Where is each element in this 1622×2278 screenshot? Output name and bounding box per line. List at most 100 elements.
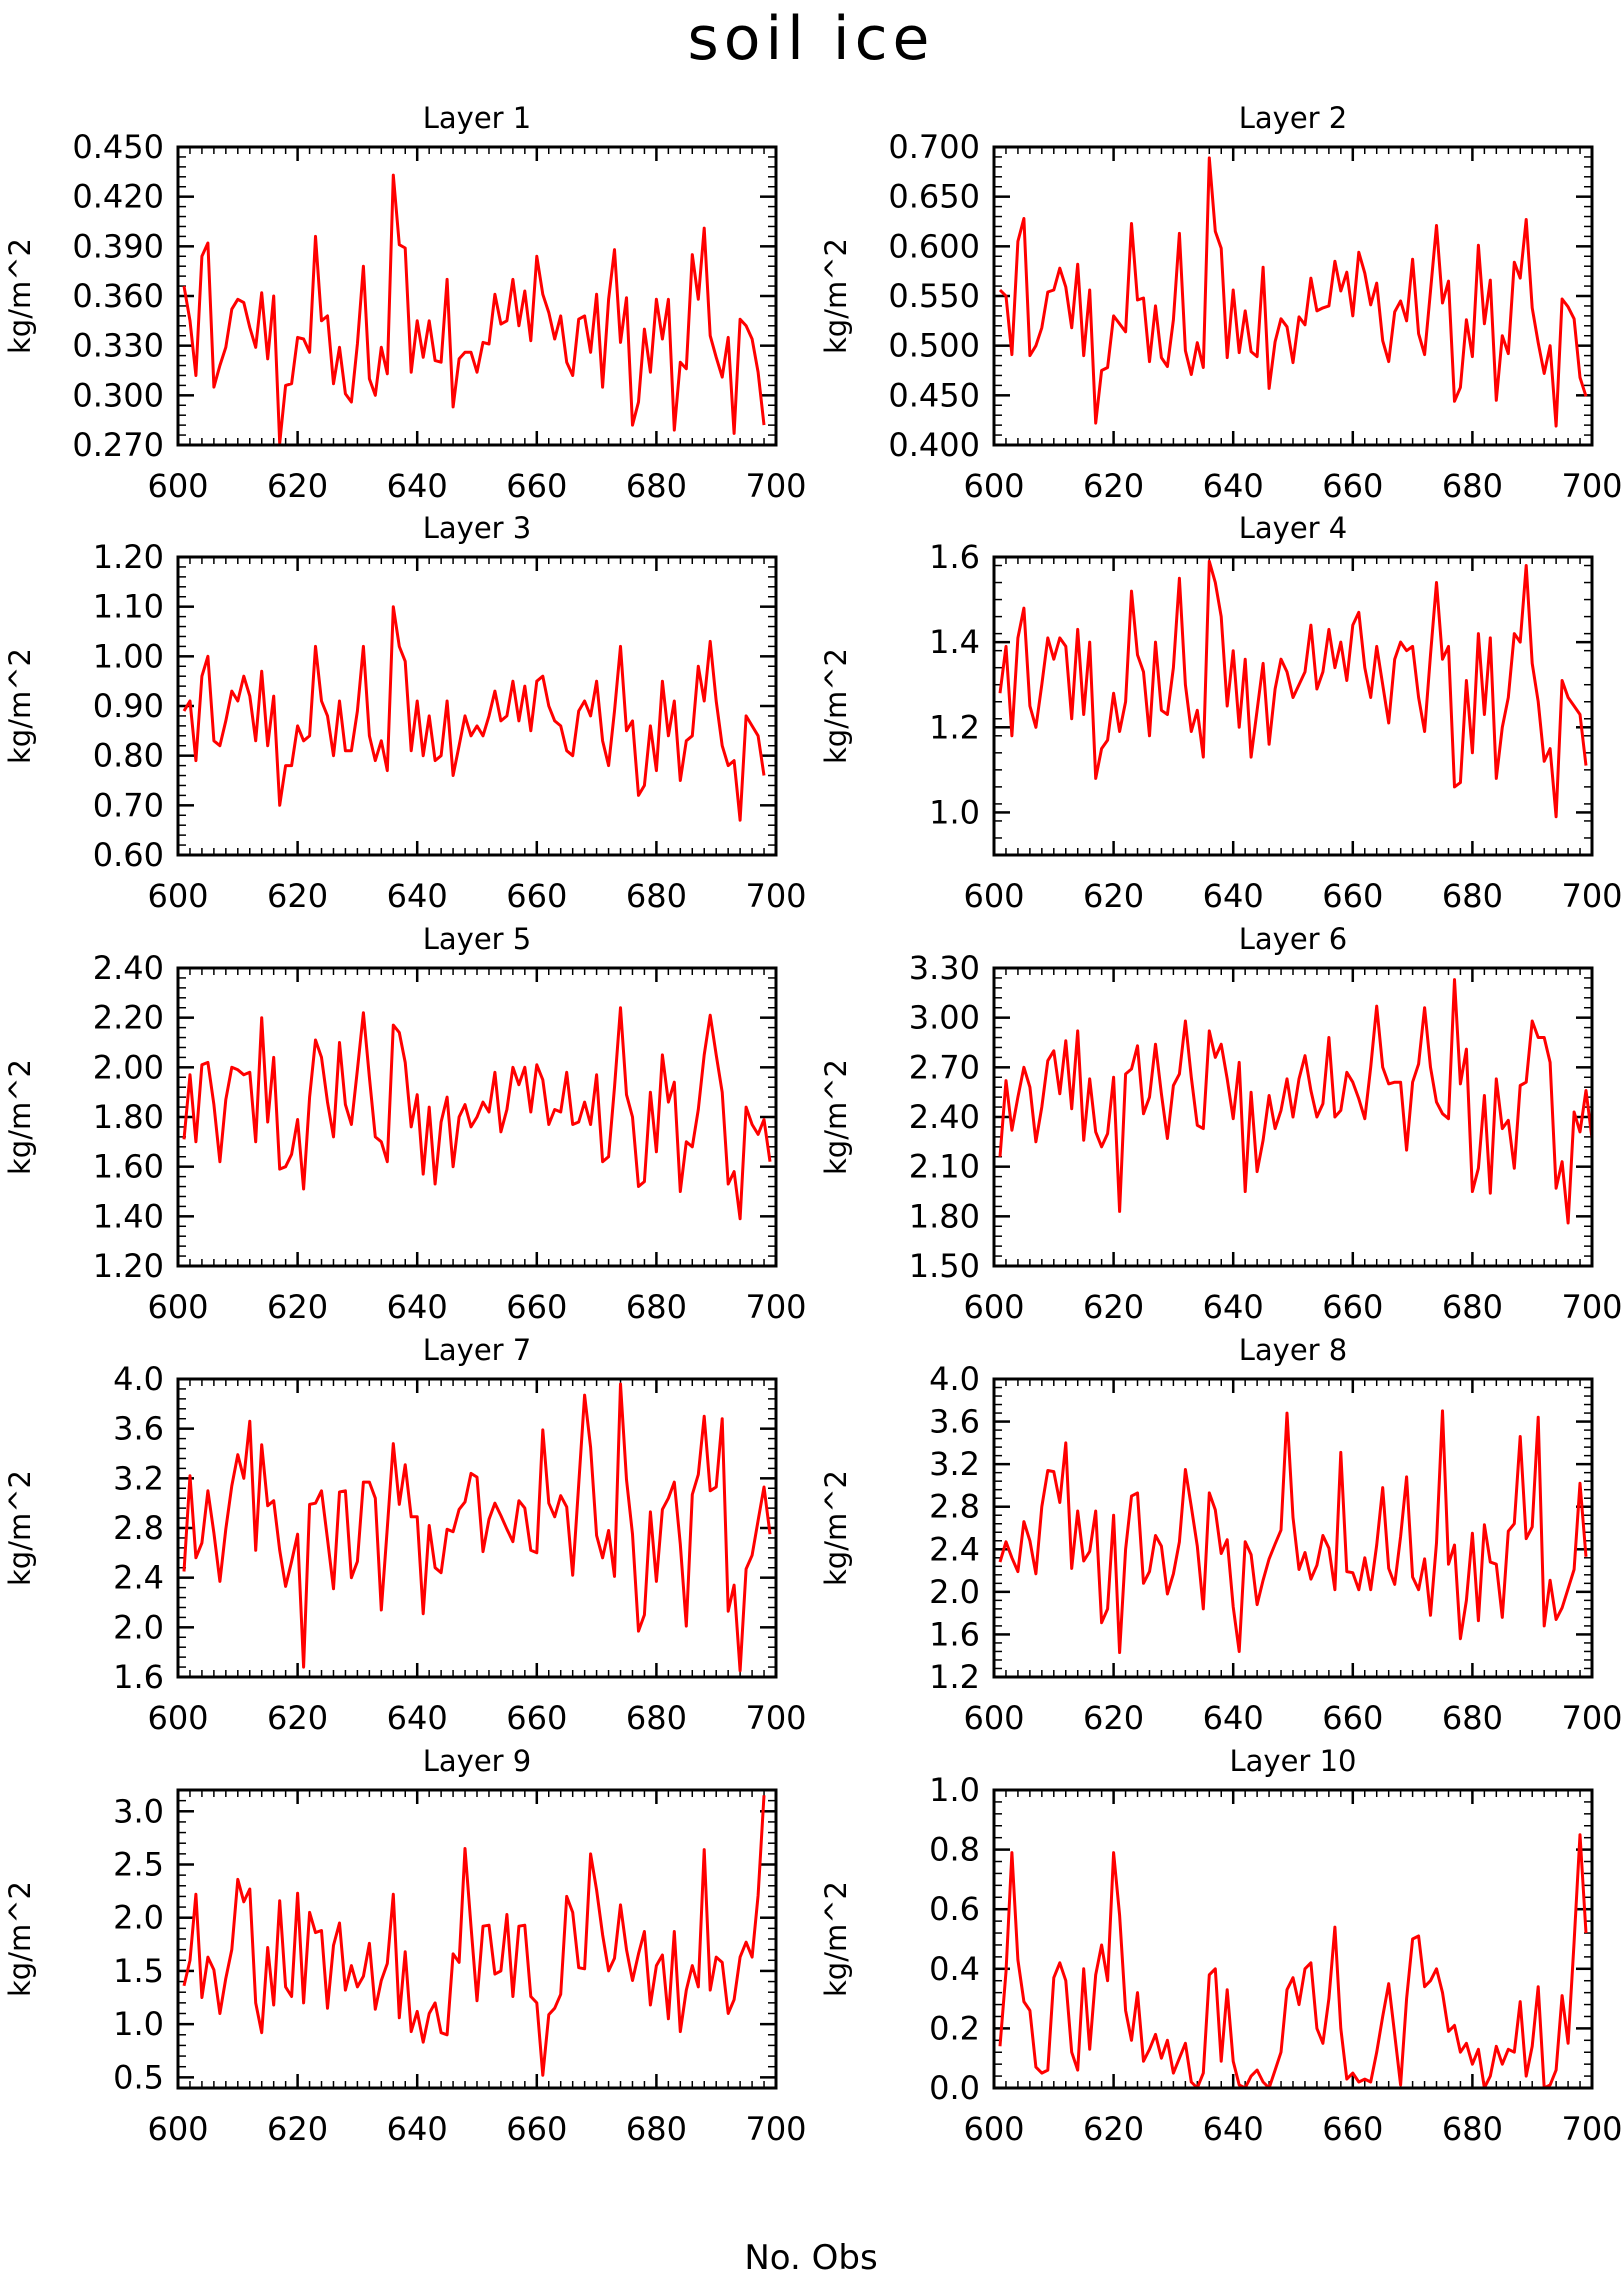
y-tick-label: 2.10: [909, 1148, 980, 1186]
y-tick-label: 1.4: [929, 623, 980, 661]
x-tick-label: 640: [1203, 467, 1264, 505]
y-tick-label: 0.8: [929, 1831, 980, 1869]
x-tick-label: 700: [1561, 877, 1622, 915]
x-tick-label: 640: [387, 2110, 448, 2148]
y-tick-label: 0.2: [929, 2009, 980, 2047]
y-tick-label: 1.80: [93, 1098, 164, 1136]
x-tick-label: 660: [1322, 877, 1383, 915]
y-tick-label: 3.2: [113, 1459, 164, 1497]
y-tick-label: 0.6: [929, 1890, 980, 1928]
panel-title: Layer 10: [1230, 1744, 1357, 1778]
y-tick-label: 1.0: [929, 1771, 980, 1809]
chart-panel-layer-6: Layer 6 kg/m^2 600 620 640 660 680 700 1.50 1.80 2…: [819, 922, 1622, 1326]
y-tick-label: 0.450: [888, 376, 980, 414]
y-tick-label: 2.8: [113, 1509, 164, 1547]
x-tick-label: 620: [1083, 467, 1144, 505]
plot-frame: [176, 1788, 778, 2090]
series-line: [182, 1006, 772, 1221]
x-tick-label: 700: [745, 1288, 806, 1326]
y-axis-label: kg/m^2: [3, 648, 37, 764]
y-tick-label: 1.50: [909, 1247, 980, 1285]
y-tick-label: 2.0: [113, 1608, 164, 1646]
y-tick-label: 0.70: [93, 786, 164, 824]
y-tick-label: 0.5: [113, 2058, 164, 2096]
y-tick-label: 0.300: [72, 376, 164, 414]
y-tick-label: 0.450: [72, 128, 164, 166]
x-tick-label: 700: [745, 467, 806, 505]
y-axis-label: kg/m^2: [3, 1881, 37, 1997]
x-tick-label: 600: [147, 1699, 208, 1737]
plot-frame: [992, 1788, 1594, 2090]
x-tick-label: 620: [1083, 877, 1144, 915]
x-tick-label: 680: [626, 2110, 687, 2148]
series-line: [998, 156, 1588, 428]
y-tick-label: 1.2: [929, 1658, 980, 1696]
figure-title: soil ice: [687, 4, 935, 74]
y-tick-label: 1.20: [93, 538, 164, 576]
y-tick-label: 1.00: [93, 637, 164, 675]
panel-title: Layer 1: [423, 101, 532, 135]
series-line: [998, 559, 1588, 819]
y-axis-label: kg/m^2: [819, 238, 853, 354]
y-tick-label: 0.550: [888, 277, 980, 315]
y-tick-label: 0.650: [888, 178, 980, 216]
y-axis-label: kg/m^2: [3, 1470, 37, 1586]
x-tick-label: 640: [1203, 877, 1264, 915]
x-tick-label: 620: [267, 2110, 328, 2148]
y-axis-label: kg/m^2: [3, 238, 37, 354]
y-tick-label: 0.60: [93, 836, 164, 874]
x-tick-label: 620: [267, 1288, 328, 1326]
plot-frame: [992, 555, 1594, 857]
y-axis-label: kg/m^2: [3, 1059, 37, 1175]
y-tick-label: 2.00: [93, 1048, 164, 1086]
panel-title: Layer 5: [423, 922, 532, 956]
y-tick-label: 2.0: [929, 1573, 980, 1611]
y-tick-label: 0.0: [929, 2069, 980, 2107]
y-tick-label: 1.6: [113, 1658, 164, 1696]
chart-panel-layer-4: Layer 4 kg/m^2 600 620 640 660 680 700 1.0 1.2 1.4…: [819, 511, 1622, 915]
y-tick-label: 2.20: [93, 999, 164, 1037]
series-line: [182, 1795, 766, 2077]
x-tick-label: 680: [626, 1288, 687, 1326]
x-tick-label: 640: [387, 877, 448, 915]
chart-panel-layer-8: Layer 8 kg/m^2 600 620 640 660 680 700 1.2 1.6 2.0…: [819, 1333, 1622, 1737]
y-tick-label: 1.2: [929, 708, 980, 746]
y-tick-label: 1.6: [929, 1615, 980, 1653]
panel-title: Layer 9: [423, 1744, 532, 1778]
plot-frame: [176, 966, 778, 1268]
y-tick-label: 1.6: [929, 538, 980, 576]
x-tick-label: 660: [506, 467, 567, 505]
x-tick-label: 600: [147, 2110, 208, 2148]
x-tick-label: 600: [963, 467, 1024, 505]
plot-frame: [992, 966, 1594, 1268]
y-tick-label: 0.500: [888, 327, 980, 365]
x-tick-label: 680: [626, 467, 687, 505]
x-tick-label: 600: [147, 1288, 208, 1326]
y-tick-label: 1.5: [113, 1952, 164, 1990]
y-tick-label: 1.0: [113, 2005, 164, 2043]
y-axis-label: kg/m^2: [819, 1470, 853, 1586]
chart-panel-layer-1: Layer 1 kg/m^2 600 620 640 660 680 700 0.270 0.30…: [3, 101, 807, 505]
y-axis-label: kg/m^2: [819, 648, 853, 764]
y-tick-label: 1.80: [909, 1197, 980, 1235]
panel-title: Layer 6: [1239, 922, 1348, 956]
y-tick-label: 0.4: [929, 1950, 980, 1988]
plot-frame: [992, 145, 1594, 447]
y-tick-label: 4.0: [929, 1360, 980, 1398]
y-tick-label: 1.10: [93, 588, 164, 626]
x-tick-label: 680: [626, 877, 687, 915]
series-line: [998, 1409, 1588, 1654]
y-tick-label: 2.40: [909, 1098, 980, 1136]
x-tick-label: 700: [745, 877, 806, 915]
y-tick-label: 1.0: [929, 793, 980, 831]
y-tick-label: 2.8: [929, 1488, 980, 1526]
panel-title: Layer 3: [423, 511, 532, 545]
x-tick-label: 620: [1083, 2110, 1144, 2148]
panel-title: Layer 4: [1239, 511, 1348, 545]
y-tick-label: 3.6: [113, 1410, 164, 1448]
x-tick-label: 700: [1561, 2110, 1622, 2148]
y-tick-label: 2.4: [113, 1559, 164, 1597]
x-tick-label: 660: [506, 2110, 567, 2148]
x-tick-label: 680: [1442, 877, 1503, 915]
chart-panel-layer-5: Layer 5 kg/m^2 600 620 640 660 680 700 1.20 1.40 1…: [3, 922, 807, 1326]
